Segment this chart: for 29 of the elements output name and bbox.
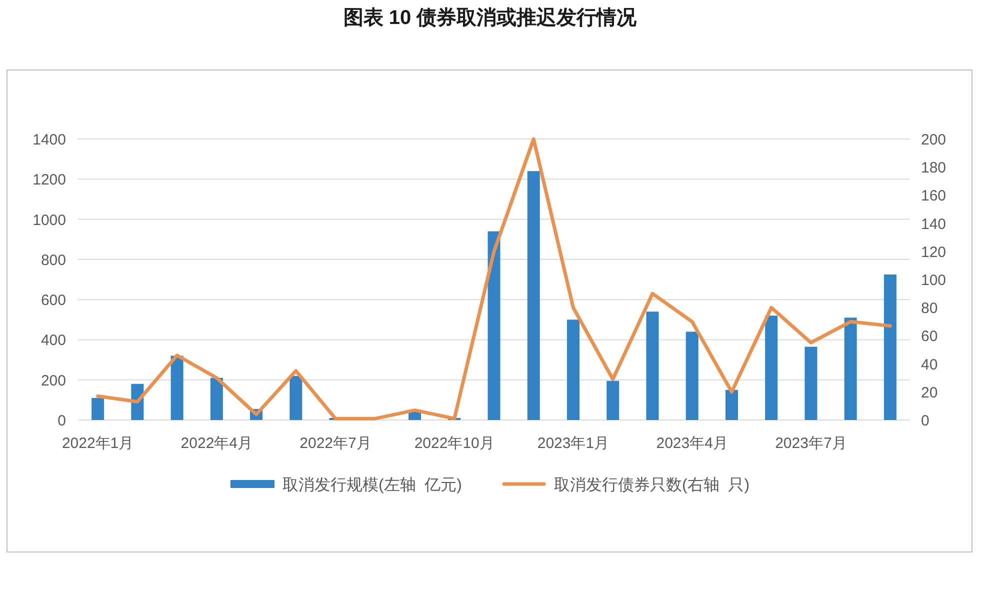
y-tick: 200 [40, 372, 66, 390]
y2-tick: 80 [921, 300, 938, 318]
x-tick: 2022年1月 [62, 435, 134, 452]
y2-tick: 200 [921, 132, 946, 148]
y2-tick: 160 [921, 188, 946, 205]
y2-tick: 120 [921, 244, 946, 261]
y2-tick: 140 [921, 216, 946, 233]
y-tick: 1000 [32, 212, 66, 229]
y-tick: 600 [40, 292, 66, 310]
y-tick: 0 [58, 412, 66, 430]
legend-label: 取消发行规模(左轴 亿元) [282, 477, 462, 494]
y2-tick: 40 [921, 356, 938, 374]
x-tick: 2023年7月 [775, 435, 847, 452]
x-tick: 2023年4月 [656, 435, 728, 452]
x-tick: 2023年1月 [537, 435, 610, 452]
y-tick: 1200 [32, 172, 66, 189]
x-tick: 2022年7月 [300, 435, 372, 452]
y2-tick: 60 [921, 328, 938, 346]
y2-tick: 20 [921, 384, 938, 402]
y-tick: 400 [40, 332, 66, 350]
x-tick: 2022年4月 [180, 435, 253, 452]
y2-tick: 180 [921, 160, 946, 177]
legend-label: 取消发行债券只数(右轴 只) [554, 477, 750, 494]
title: 图表 10 债券取消或推迟发行情况 [343, 7, 637, 29]
y-tick: 1400 [32, 132, 66, 148]
y2-tick: 0 [921, 412, 930, 430]
y-tick: 800 [40, 252, 66, 269]
y2-tick: 100 [921, 272, 946, 289]
x-tick: 2022年10月 [414, 435, 494, 452]
